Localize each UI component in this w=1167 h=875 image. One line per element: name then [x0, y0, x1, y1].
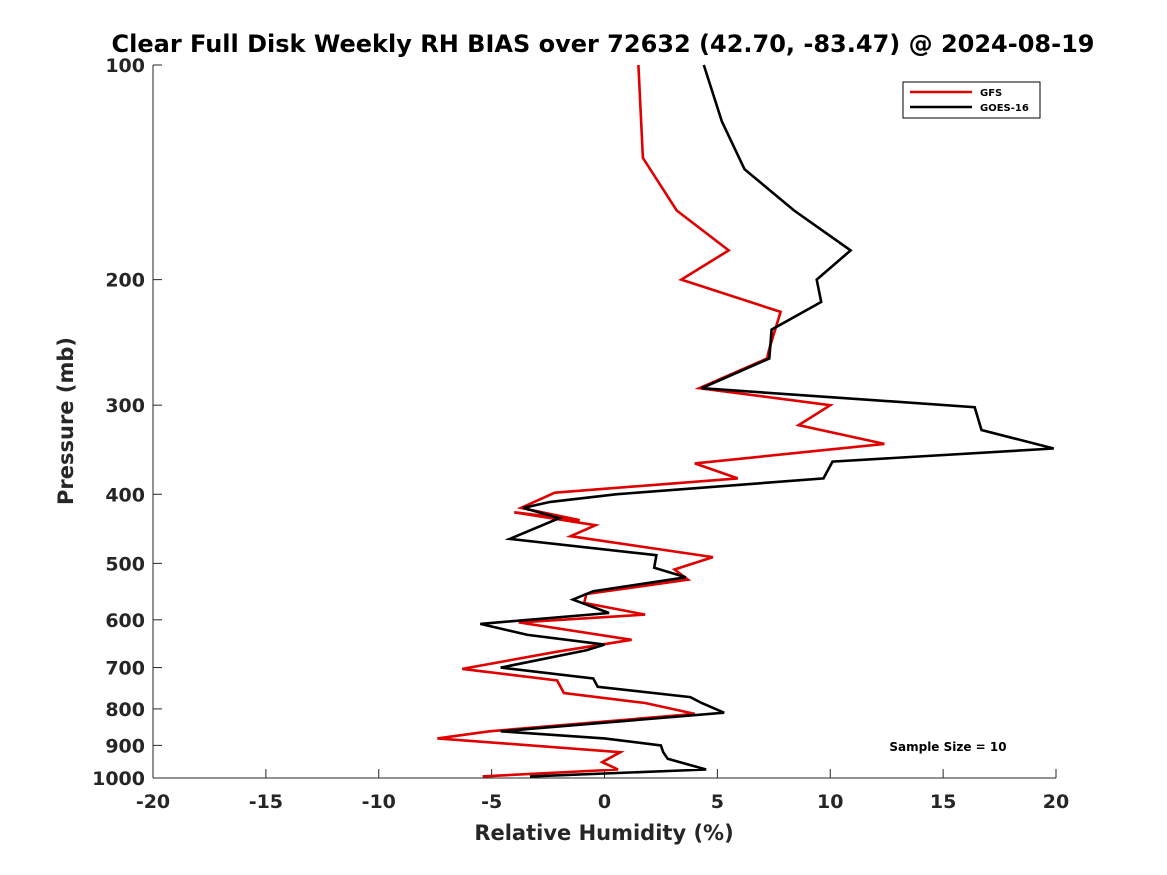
legend-label-goes-16: GOES-16 — [980, 103, 1029, 114]
y-tick-label: 900 — [105, 735, 145, 757]
x-tick-label: 5 — [711, 791, 724, 813]
legend-label-gfs: GFS — [980, 88, 1002, 99]
x-tick-label: 0 — [598, 791, 611, 813]
legend: GFS GOES-16 — [902, 81, 1041, 119]
legend-box — [902, 81, 1041, 119]
series-line-gfs — [437, 64, 885, 778]
x-tick-label: 20 — [1043, 791, 1069, 813]
series-line-goes-16 — [480, 64, 1055, 778]
plot-area — [153, 65, 1056, 778]
series-layer — [437, 64, 1055, 778]
x-tick-label: -5 — [481, 791, 502, 813]
y-tick-label: 100 — [105, 55, 145, 77]
y-tick-label: 1000 — [92, 768, 145, 790]
sample-size-annotation: Sample Size = 10 — [889, 740, 1006, 754]
y-tick-label: 800 — [105, 699, 145, 721]
y-tick-label: 300 — [105, 395, 145, 417]
y-axis-ticks: 100 200 300 400 500 600 700 800 900 1000 — [92, 55, 162, 790]
x-tick-label: 15 — [930, 791, 956, 813]
x-axis-ticks: -20 -15 -10 -5 0 5 10 15 20 — [136, 769, 1069, 813]
y-tick-label: 700 — [105, 658, 145, 680]
x-tick-label: -20 — [136, 791, 170, 813]
x-tick-label: -10 — [362, 791, 396, 813]
x-axis-label: Relative Humidity (%) — [474, 821, 733, 845]
y-tick-label: 400 — [105, 484, 145, 506]
y-tick-label: 500 — [105, 553, 145, 575]
y-tick-label: 600 — [105, 610, 145, 632]
y-axis-label: Pressure (mb) — [54, 337, 78, 505]
x-tick-label: -15 — [249, 791, 283, 813]
chart-title: Clear Full Disk Weekly RH BIAS over 7263… — [112, 30, 1095, 58]
x-tick-label: 10 — [817, 791, 843, 813]
y-tick-label: 200 — [105, 270, 145, 292]
